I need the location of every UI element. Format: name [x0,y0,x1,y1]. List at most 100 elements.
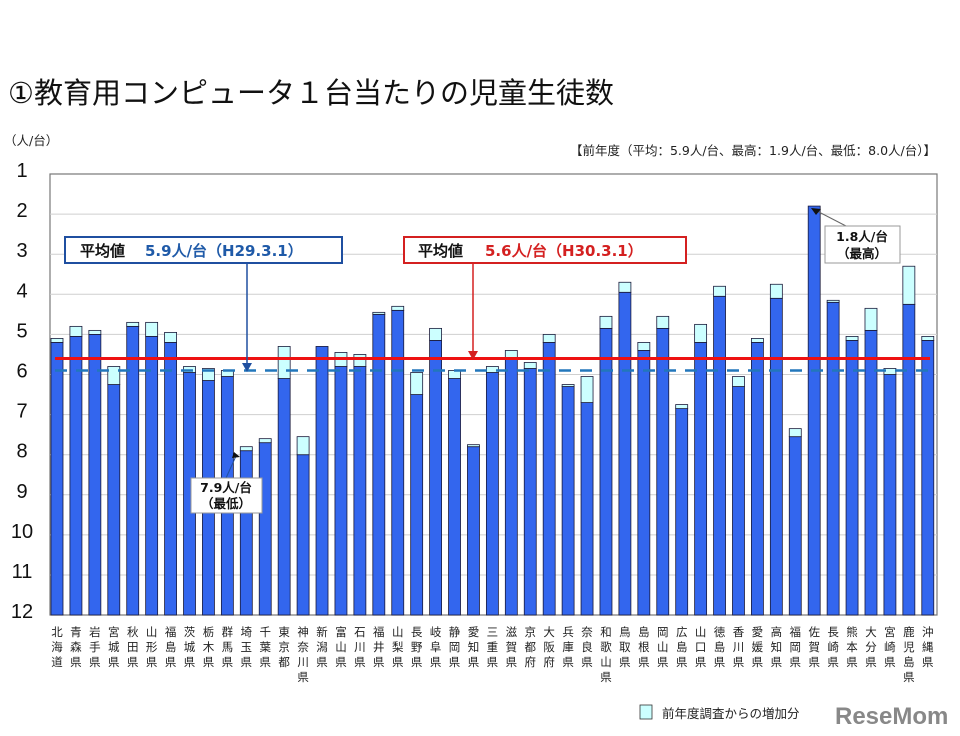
bar-愛媛県 [751,342,764,616]
x-tick-label: 東京都 [278,625,290,669]
bar-鹿児島県 [902,303,916,616]
increase-segment-長崎県 [826,299,840,303]
y-tick-label: 12 [11,601,33,623]
bar-岩手県 [88,333,102,616]
avg-prev-value: 5.9人/台（H29.3.1） [145,242,303,260]
increase-segment-福井県 [372,311,386,315]
x-tick-label: 愛媛県 [752,625,764,669]
x-axis-labels: 北海道青森県岩手県宮城県秋田県山形県福島県茨城県栃木県群馬県埼玉県千葉県東京都神… [51,625,934,684]
min-pointer-line [225,455,237,479]
bar-鳥取県 [618,291,632,616]
min-label-caption: （最低） [201,496,251,511]
max-pointer-line [814,209,847,227]
x-tick-label: 沖縄県 [922,625,934,669]
x-tick-label: 茨城県 [184,625,196,669]
x-tick-label: 鳥取県 [619,625,631,669]
increase-segment-山形県 [145,321,159,337]
bar-愛知県 [467,446,480,616]
reference-lines [55,356,930,372]
x-tick-label: 福井県 [373,625,385,669]
x-tick-label: 愛知県 [468,625,480,669]
y-tick-label: 4 [16,280,27,302]
min-label-value: 7.9人/台 [200,480,252,495]
x-tick-label: 三重県 [487,625,499,669]
bar-山梨県 [391,309,405,616]
increase-segment-長野県 [410,372,424,395]
bar-香川県 [732,386,745,616]
x-tick-label: 福島県 [165,625,177,669]
min-box [190,477,263,514]
bar-宮崎県 [883,374,897,616]
bar-三重県 [485,372,499,616]
x-tick-label: 富山県 [335,625,347,669]
max-arrowhead-icon [811,208,821,215]
increase-segment-高知県 [769,283,783,299]
increase-segment-青森県 [69,325,83,337]
increase-segment-鳥取県 [618,281,632,293]
bar-佐賀県 [807,205,821,616]
x-tick-label: 岩手県 [89,625,101,669]
avg-curr-value: 5.6人/台（H30.3.1） [485,242,643,260]
x-tick-label: 埼玉県 [241,625,253,669]
x-tick-label: 大分県 [865,625,877,669]
x-tick-label: 大阪府 [543,625,555,669]
increase-segment-大阪府 [542,333,556,343]
y-tick-label: 7 [16,401,27,423]
y-tick-label: 3 [16,240,27,262]
avg-prev-annotation: 平均値 5.9人/台（H29.3.1） [64,236,343,372]
x-tick-label: 長崎県 [827,625,839,669]
bar-徳島県 [713,295,726,616]
y-tick-label: 2 [16,200,27,222]
bar-青森県 [69,336,83,616]
increase-segment-東京都 [277,346,291,379]
bar-福岡県 [788,436,802,616]
x-tick-label: 広島県 [676,625,688,669]
increase-segment-埼玉県 [239,446,253,452]
y-tick-label: 6 [16,361,27,383]
y-tick-label: 10 [11,521,33,543]
increase-segment-熊本県 [845,336,859,341]
bar-福島県 [164,342,177,616]
increase-segment-岡山県 [656,315,670,329]
avg-curr-arrowhead-icon [468,351,478,360]
x-tick-label: 岐阜県 [430,625,442,669]
x-tick-label: 宮城県 [108,625,120,669]
bar-高知県 [769,297,783,616]
increase-segment-大分県 [864,307,878,331]
x-tick-label: 香川県 [733,625,745,669]
increase-segment-兵庫県 [561,384,575,387]
bar-熊本県 [845,340,859,616]
bar-宮城県 [107,384,121,616]
bar-神奈川県 [296,454,310,616]
avg-prev-arrowhead-icon [242,363,252,372]
max-box [824,225,901,264]
bar-広島県 [675,408,689,616]
increase-segment-福島県 [164,331,177,343]
x-tick-label: 佐賀県 [808,625,820,669]
increase-segment-福岡県 [788,428,802,438]
avg-curr-label: 平均値 [418,242,463,260]
min-annotation: 7.9人/台 （最低） [190,452,263,514]
increase-segment-愛知県 [467,444,480,448]
y-tick-label: 1 [16,160,27,182]
increase-segment-秋田県 [126,321,140,327]
bar-岐阜県 [429,340,443,616]
increase-segment-愛媛県 [751,338,764,343]
x-tick-label: 奈良県 [581,625,593,669]
increase-segment-広島県 [675,404,689,409]
increase-segment-宮城県 [107,366,121,385]
bars [50,205,935,616]
max-label-caption: （最高） [837,246,887,261]
y-tick-label: 11 [12,561,33,583]
bar-富山県 [334,366,348,616]
increase-segment-北海道 [50,338,64,343]
x-tick-label: 和歌山県 [600,625,612,684]
max-label-value: 1.8人/台 [836,229,888,244]
x-tick-label: 徳島県 [714,625,726,669]
bar-京都府 [523,368,537,616]
bar-東京都 [277,378,291,616]
bar-奈良県 [580,402,594,616]
avg-prev-label: 平均値 [80,242,125,260]
increase-segment-岩手県 [88,329,102,335]
